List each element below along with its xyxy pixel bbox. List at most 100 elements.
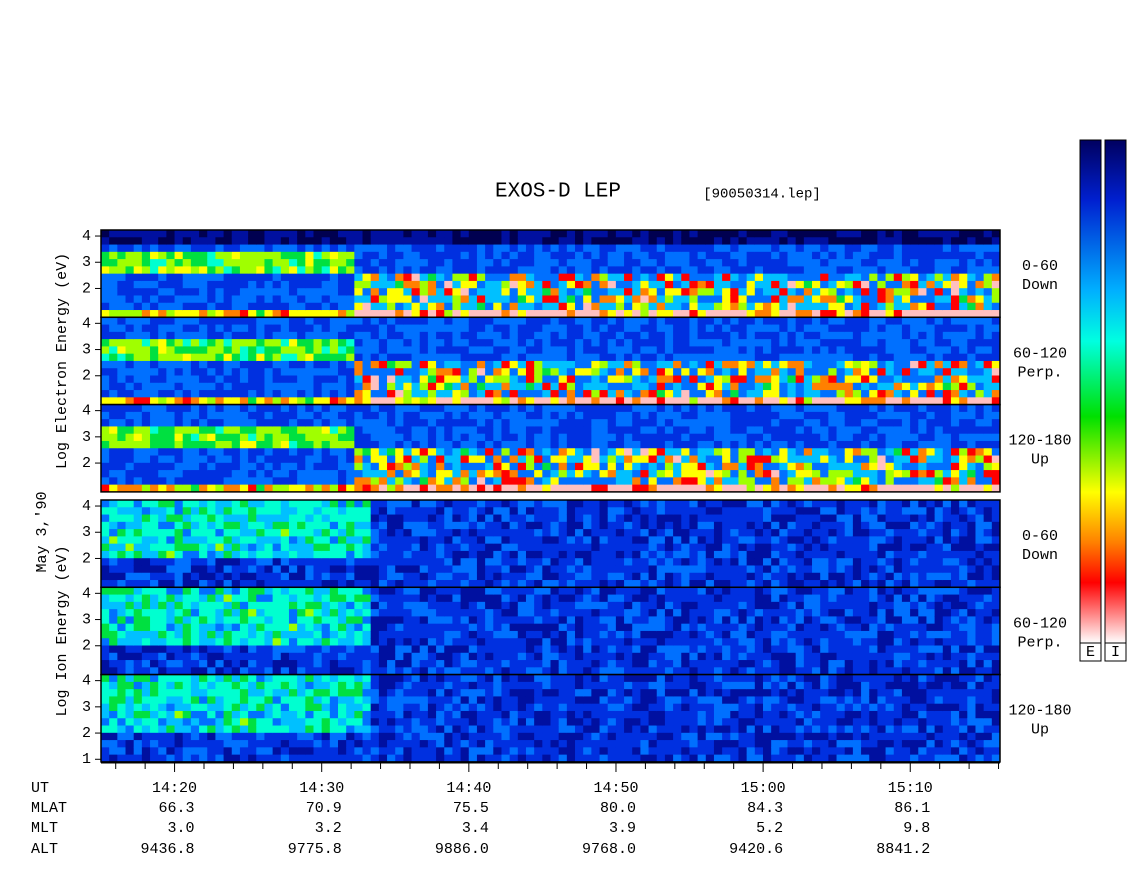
spectrogram-cell: [444, 470, 453, 478]
spectrogram-cell: [125, 368, 135, 376]
spectrogram-cell: [991, 390, 1001, 398]
spectrogram-cell: [861, 470, 870, 478]
spectrogram-cell: [133, 237, 143, 246]
spectrogram-cell: [746, 397, 756, 406]
spectrogram-cell: [836, 448, 846, 457]
spectrogram-cell: [967, 295, 976, 304]
spectrogram-cell: [182, 550, 192, 559]
spectrogram-cell: [983, 360, 993, 369]
spectrogram-cell: [305, 433, 314, 442]
spectrogram-cell: [280, 565, 290, 574]
spectrogram-cell: [926, 411, 936, 420]
spectrogram-cell: [387, 259, 396, 267]
spectrogram-cell: [615, 536, 625, 545]
spectrogram-cell: [387, 565, 396, 574]
spectrogram-cell: [615, 390, 625, 398]
spectrogram-cell: [150, 360, 159, 369]
spectrogram-cell: [861, 302, 870, 311]
spectrogram-cell: [239, 375, 249, 384]
spectrogram-cell: [248, 251, 257, 260]
spectrogram-cell: [101, 310, 110, 318]
spectrogram-cell: [288, 440, 298, 449]
spectrogram-cell: [362, 411, 372, 420]
spectrogram-cell: [730, 390, 739, 398]
spectrogram-cell: [566, 433, 576, 442]
spectrogram-cell: [223, 273, 233, 282]
spectrogram-cell: [133, 230, 143, 238]
spectrogram-cell: [166, 397, 176, 406]
spectrogram-cell: [321, 484, 331, 493]
spectrogram-cell: [754, 470, 764, 478]
spectrogram-cell: [485, 259, 494, 267]
spectrogram-cell: [656, 433, 666, 442]
spectrogram-cell: [338, 353, 347, 362]
spectrogram-cell: [109, 521, 118, 530]
spectrogram-cell: [673, 580, 682, 588]
spectrogram-cell: [722, 507, 731, 516]
spectrogram-cell: [869, 455, 878, 464]
spectrogram-cell: [411, 558, 421, 566]
spectrogram-cell: [158, 259, 167, 267]
spectrogram-cell: [918, 273, 927, 282]
spectrogram-cell: [411, 390, 421, 398]
spectrogram-cell: [942, 244, 952, 253]
spectrogram-cell: [280, 382, 290, 391]
spectrogram-cell: [476, 448, 486, 457]
spectrogram-cell: [362, 375, 372, 384]
spectrogram-cell: [722, 433, 731, 442]
y-tick-label: 3: [82, 429, 91, 446]
spectrogram-cell: [869, 390, 878, 398]
spectrogram-cell: [893, 317, 903, 326]
spectrogram-cell: [730, 404, 739, 413]
spectrogram-cell: [444, 237, 453, 246]
spectrogram-cell: [591, 397, 601, 406]
spectrogram-cell: [877, 244, 887, 253]
spectrogram-cell: [305, 426, 314, 435]
spectrogram-cell: [125, 346, 135, 355]
spectrogram-cell: [959, 455, 968, 464]
spectrogram-cell: [746, 244, 756, 253]
spectrogram-cell: [485, 500, 494, 508]
spectrogram-cell: [730, 273, 739, 282]
spectrogram-cell: [893, 266, 903, 275]
spectrogram-cell: [648, 251, 658, 260]
spectrogram-cell: [207, 295, 216, 304]
spectrogram-cell: [485, 507, 494, 516]
spectrogram-cell: [329, 259, 339, 267]
spectrogram-cell: [950, 339, 960, 347]
spectrogram-cell: [370, 244, 380, 253]
spectrogram-cell: [468, 375, 478, 384]
spectrogram-cell: [133, 470, 143, 478]
spectrogram-cell: [542, 543, 551, 552]
spectrogram-cell: [280, 397, 290, 406]
spectrogram-cell: [378, 543, 388, 552]
spectrogram-cell: [117, 550, 127, 559]
spectrogram-cell: [370, 404, 380, 413]
spectrogram-cell: [689, 484, 699, 493]
spectrogram-cell: [525, 550, 535, 559]
spectrogram-cell: [869, 484, 878, 493]
spectrogram-cell: [950, 462, 960, 471]
spectrogram-cell: [256, 565, 265, 574]
spectrogram-cell: [575, 565, 584, 574]
spectrogram-cell: [656, 360, 666, 369]
spectrogram-cell: [852, 339, 862, 347]
spectrogram-cell: [656, 462, 666, 471]
spectrogram-cell: [419, 353, 429, 362]
spectrogram-cell: [338, 536, 347, 545]
spectrogram-cell: [754, 251, 764, 260]
spectrogram-cell: [885, 302, 895, 311]
spectrogram-cell: [525, 426, 535, 435]
spectrogram-cell: [926, 295, 936, 304]
spectrogram-cell: [632, 397, 641, 406]
spectrogram-cell: [264, 302, 274, 311]
spectrogram-cell: [509, 507, 519, 516]
spectrogram-cell: [828, 433, 838, 442]
spectrogram-cell: [779, 259, 789, 267]
spectrogram-cell: [117, 273, 127, 282]
spectrogram-cell: [329, 529, 339, 537]
spectrogram-cell: [370, 440, 380, 449]
spectrogram-cell: [583, 360, 592, 369]
spectrogram-cell: [419, 280, 429, 289]
spectrogram-cell: [288, 558, 298, 566]
